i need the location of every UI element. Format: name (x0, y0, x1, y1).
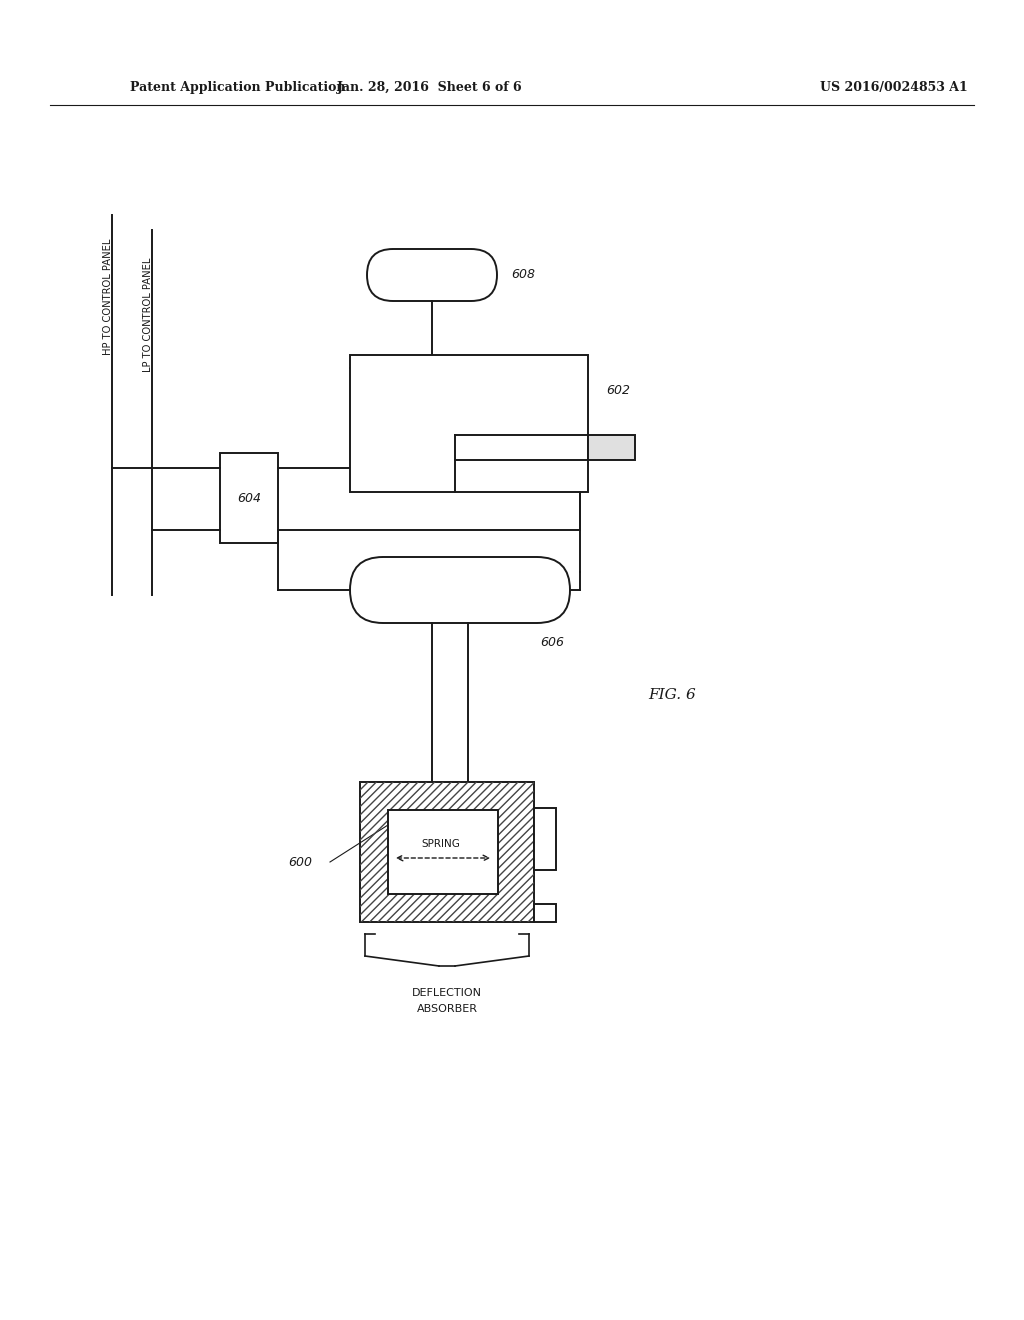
Text: US 2016/0024853 A1: US 2016/0024853 A1 (820, 82, 968, 95)
Text: DEFLECTION: DEFLECTION (412, 987, 482, 998)
FancyBboxPatch shape (367, 249, 497, 301)
Text: 604: 604 (237, 491, 261, 504)
Text: 606: 606 (540, 636, 564, 649)
Bar (360, 781, 534, 921)
Text: Jan. 28, 2016  Sheet 6 of 6: Jan. 28, 2016 Sheet 6 of 6 (337, 82, 523, 95)
Bar (350, 355, 588, 492)
Bar (388, 810, 498, 894)
Text: SPRING: SPRING (422, 840, 461, 849)
Text: ABSORBER: ABSORBER (417, 1005, 477, 1014)
Bar (588, 436, 635, 459)
Text: LP TO CONTROL PANEL: LP TO CONTROL PANEL (143, 257, 153, 372)
Text: HP TO CONTROL PANEL: HP TO CONTROL PANEL (103, 239, 113, 355)
Bar (534, 808, 556, 870)
Bar (360, 781, 534, 921)
Text: Patent Application Publication: Patent Application Publication (130, 82, 345, 95)
Text: 600: 600 (288, 855, 312, 869)
Text: 608: 608 (511, 268, 535, 281)
Bar (220, 453, 278, 543)
Text: 602: 602 (606, 384, 630, 396)
FancyBboxPatch shape (350, 557, 570, 623)
Text: FIG. 6: FIG. 6 (648, 688, 695, 702)
Bar (534, 904, 556, 921)
